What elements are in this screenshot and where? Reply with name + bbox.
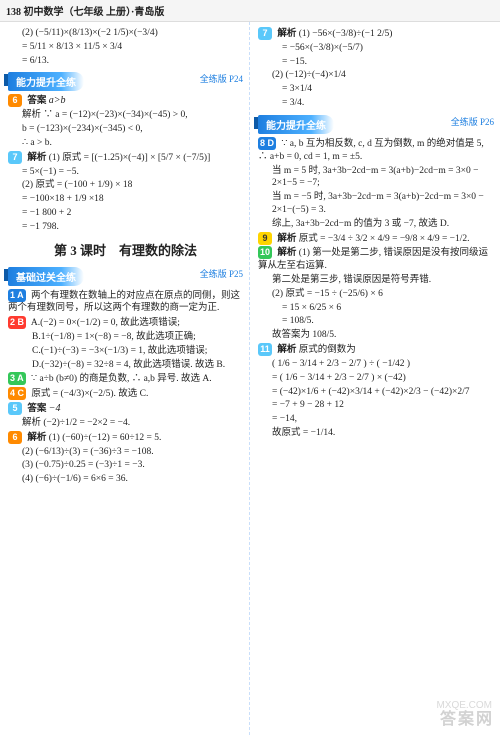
explain-line: ∴ a > b. bbox=[8, 137, 243, 150]
q4: 4 C 原式 = (−4/3)×(−2/5). 故选 C. bbox=[8, 387, 243, 401]
q7-line: (2) 原式 = (−100 + 1/9) × 18 bbox=[8, 179, 243, 192]
q7r-line: = 3×1/4 bbox=[258, 83, 494, 96]
eq-line: (2) (−5/11)×(8/13)×(−2 1/5)×(−3/4) bbox=[8, 27, 243, 40]
q3-text: ∵ a÷b (b≠0) 的商是负数, ∴ a,b 异号. 故选 A. bbox=[31, 374, 212, 384]
q7r-line: = −56×(−3/8)×(−5/7) bbox=[258, 42, 494, 55]
two-column-layout: (2) (−5/11)×(8/13)×(−2 1/5)×(−3/4) = 5/1… bbox=[0, 22, 500, 735]
qnum-9: 9 bbox=[258, 232, 272, 245]
explain-label: 解析 bbox=[27, 153, 46, 163]
explain-label: 解析 bbox=[277, 248, 296, 258]
q10: 10 解析 (1) 第一处是第二步, 错误原因是没有按同级运算从左至右运算. bbox=[258, 246, 494, 273]
page-ref: 全练版 P26 bbox=[451, 115, 494, 128]
qnum-7r: 7 bbox=[258, 27, 272, 40]
q11-line: = −7 + 9 − 28 + 12 bbox=[258, 399, 494, 412]
explain-line: b = (−123)×(−234)×(−345) < 0, bbox=[8, 123, 243, 136]
section-banner-ability: 能力提升全练 bbox=[258, 115, 334, 134]
q2-line: A.(−2) = 0×(−1/2) = 0, 故此选项错误; bbox=[31, 318, 180, 328]
page-ref: 全练版 P25 bbox=[200, 267, 243, 280]
q11-line: 故原式 = −1/14. bbox=[258, 427, 494, 440]
q11-head: 原式的倒数为 bbox=[299, 345, 356, 355]
q2-line: B.1÷(−1/8) = 1×(−8) = −8, 故此选项正确; bbox=[8, 331, 243, 344]
q5-explain: 解析 (−2)÷1/2 = −2×2 = −4. bbox=[8, 417, 243, 430]
q10-line: = 15 × 6/25 × 6 bbox=[258, 302, 494, 315]
q7-line: = −100×18 + 1/9 ×18 bbox=[8, 193, 243, 206]
q7-line: (1) 原式 = [(−1.25)×(−4)] × [5/7 × (−7/5)] bbox=[49, 153, 211, 163]
lesson-subtitle: 第 3 课时 有理数的除法 bbox=[8, 240, 243, 259]
q8-line: ∵ a, b 互为相反数, c, d 互为倒数, m 的绝对值是 5, ∴ a+… bbox=[258, 139, 484, 162]
watermark-text: 答案网 bbox=[440, 705, 494, 729]
qnum-7: 7 bbox=[8, 151, 22, 164]
qnum-6b: 6 bbox=[8, 431, 22, 444]
qnum-11: 11 bbox=[258, 343, 272, 356]
q6b-line: (1) (−60)÷(−12) = 60÷12 = 5. bbox=[49, 433, 162, 443]
q11: 11 解析 原式的倒数为 bbox=[258, 343, 494, 357]
q7r-line: = 3/4. bbox=[258, 97, 494, 110]
qnum-5: 5 bbox=[8, 402, 22, 415]
answer-text: a>b bbox=[49, 95, 66, 106]
q10-line: = 108/5. bbox=[258, 315, 494, 328]
qnum-4: 4 C bbox=[8, 387, 26, 400]
q7-line: = −1 798. bbox=[8, 221, 243, 234]
q9-text: 原式 = −3/4 ÷ 3/2 × 4/9 = −9/8 × 4/9 = −1/… bbox=[299, 234, 470, 244]
section-row: 能力提升全练 全练版 P24 bbox=[8, 68, 243, 93]
q11-line: = ( 1/6 − 3/14 + 2/3 − 2/7 ) × (−42) bbox=[258, 372, 494, 385]
q2-line: D.(−32)÷(−8) = 32÷8 = 4, 故此选项错误. 故选 B. bbox=[8, 359, 243, 372]
qnum-1: 1 A bbox=[8, 289, 26, 302]
q9: 9 解析 原式 = −3/4 ÷ 3/2 × 4/9 = −9/8 × 4/9 … bbox=[258, 232, 494, 246]
answer-label: 答案 bbox=[27, 404, 46, 414]
q11-line: = (−42)×1/6 + (−42)×3/14 + (−42)×2/3 − (… bbox=[258, 386, 494, 399]
q11-line: = −14, bbox=[258, 413, 494, 426]
section-row: 基础过关全练 全练版 P25 bbox=[8, 263, 243, 288]
qnum-6: 6 bbox=[8, 94, 22, 107]
q5: 5 答案 −4 bbox=[8, 402, 243, 416]
q7r-line: (2) (−12)÷(−4)×1/4 bbox=[258, 69, 494, 82]
explain-label: 解析 bbox=[277, 345, 296, 355]
q7: 7 解析 (1) 原式 = [(−1.25)×(−4)] × [5/7 × (−… bbox=[8, 151, 243, 165]
explain-label: 解析 bbox=[277, 29, 296, 39]
q3: 3 A ∵ a÷b (b≠0) 的商是负数, ∴ a,b 异号. 故选 A. bbox=[8, 372, 243, 386]
right-column: 7 解析 (1) −56×(−3/8)÷(−1 2/5) = −56×(−3/8… bbox=[250, 22, 500, 735]
section-banner-basic: 基础过关全练 bbox=[8, 267, 84, 286]
q6b-line: (2) (−6/13)÷(3) = (−36)÷3 = −108. bbox=[8, 446, 243, 459]
q10-line: (2) 原式 = −15 ÷ (−25/6) × 6 bbox=[258, 288, 494, 301]
q1-text: 两个有理数在数轴上的对应点在原点的同侧，则这两个有理数同号，所以这两个有理数的商… bbox=[8, 291, 240, 314]
q7r: 7 解析 (1) −56×(−3/8)÷(−1 2/5) bbox=[258, 27, 494, 41]
q11-line: ( 1/6 − 3/14 + 2/3 − 2/7 ) ÷ ( −1/42 ) bbox=[258, 358, 494, 371]
q6b: 6 解析 (1) (−60)÷(−12) = 60÷12 = 5. bbox=[8, 431, 243, 445]
q7-line: = −1 800 + 2 bbox=[8, 207, 243, 220]
left-column: (2) (−5/11)×(8/13)×(−2 1/5)×(−3/4) = 5/1… bbox=[0, 22, 250, 735]
qnum-10: 10 bbox=[258, 246, 272, 259]
section-row: 能力提升全练 全练版 P26 bbox=[258, 111, 494, 136]
explain-line: 解析 ∵ a = (−12)×(−23)×(−34)×(−45) > 0, bbox=[8, 109, 243, 122]
q8-line: 当 m = 5 时, 3a+3b−2cd−m = 3(a+b)−2cd−m = … bbox=[258, 165, 494, 191]
q8-line: 当 m = −5 时, 3a+3b−2cd−m = 3(a+b)−2cd−m =… bbox=[258, 191, 494, 217]
q8-line: 综上, 3a+3b−2cd−m 的值为 3 或 −7, 故选 D. bbox=[258, 218, 494, 231]
q10-line: 第二处是第三步, 错误原因是符号弄错. bbox=[258, 274, 494, 287]
q2: 2 B A.(−2) = 0×(−1/2) = 0, 故此选项错误; bbox=[8, 316, 243, 330]
page-header: 138 初中数学（七年级 上册）·青岛版 bbox=[0, 0, 500, 22]
q7r-line: (1) −56×(−3/8)÷(−1 2/5) bbox=[299, 29, 393, 39]
q1: 1 A 两个有理数在数轴上的对应点在原点的同侧，则这两个有理数同号，所以这两个有… bbox=[8, 289, 243, 316]
q4-text: 原式 = (−4/3)×(−2/5). 故选 C. bbox=[31, 389, 148, 399]
eq-line: = 6/13. bbox=[8, 55, 243, 68]
answer-label: 答案 bbox=[27, 96, 46, 106]
q6b-line: (4) (−6)÷(−1/6) = 6×6 = 36. bbox=[8, 473, 243, 486]
answer-text: −4 bbox=[49, 403, 61, 414]
explain-label: 解析 bbox=[27, 433, 46, 443]
q8: 8 D ∵ a, b 互为相反数, c, d 互为倒数, m 的绝对值是 5, … bbox=[258, 137, 494, 164]
section-banner-ability: 能力提升全练 bbox=[8, 72, 84, 91]
q6b-line: (3) (−0.75)÷0.25 = (−3)÷1 = −3. bbox=[8, 459, 243, 472]
page-ref: 全练版 P24 bbox=[200, 72, 243, 85]
qnum-3: 3 A bbox=[8, 372, 26, 385]
qnum-8: 8 D bbox=[258, 137, 276, 150]
qnum-2: 2 B bbox=[8, 316, 26, 329]
q7r-line: = −15. bbox=[258, 56, 494, 69]
q2-line: C.(−1)÷(−3) = −3×(−1/3) = 1, 故此选项错误; bbox=[8, 345, 243, 358]
q6: 6 答案 a>b bbox=[8, 94, 243, 108]
q7-line: = 5×(−1) = −5. bbox=[8, 166, 243, 179]
q10-line: 故答案为 108/5. bbox=[258, 329, 494, 342]
eq-line: = 5/11 × 8/13 × 11/5 × 3/4 bbox=[8, 41, 243, 54]
explain-label: 解析 bbox=[277, 234, 296, 244]
